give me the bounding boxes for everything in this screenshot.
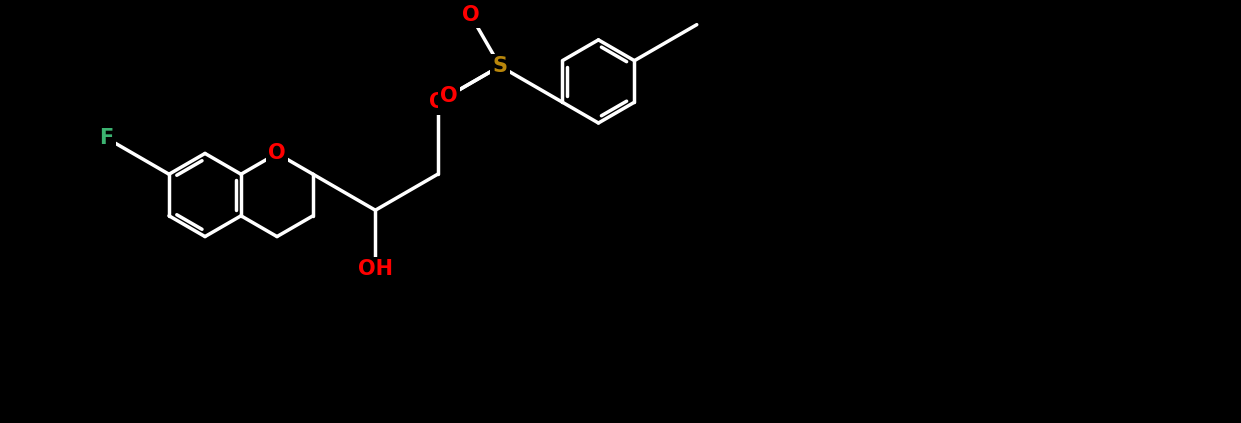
- Text: O: O: [462, 5, 479, 25]
- Text: S: S: [493, 56, 508, 76]
- Text: O: O: [441, 86, 458, 106]
- Text: F: F: [99, 128, 114, 148]
- Text: O: O: [268, 143, 285, 163]
- Text: OH: OH: [357, 259, 393, 279]
- Text: O: O: [429, 92, 447, 112]
